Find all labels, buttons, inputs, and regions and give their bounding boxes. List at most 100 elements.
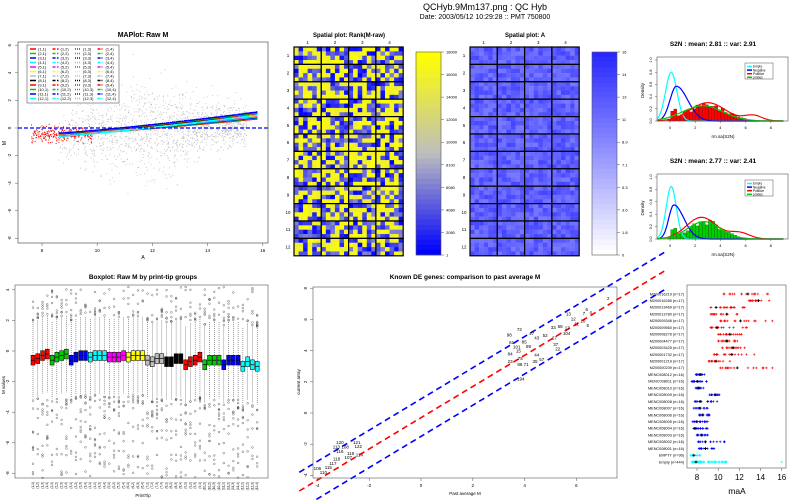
spatial-cell: [551, 181, 557, 187]
spatial-cell: [353, 147, 358, 152]
outlier-point: [84, 409, 87, 412]
ma-point: [219, 133, 220, 135]
spatial-cell: [325, 207, 331, 213]
legend-label: (5,1): [38, 65, 47, 70]
spatial-cell: [529, 68, 534, 74]
ma-point: [129, 138, 131, 140]
ma-point: [144, 93, 146, 95]
ma-point: [103, 122, 105, 123]
spatial-cell: [547, 216, 553, 222]
ma-point: [193, 116, 194, 118]
colorbar-segment: [416, 199, 441, 205]
spatial-cell: [501, 251, 507, 256]
y-tick-label: 0.4: [649, 212, 653, 217]
spatial-cell: [357, 207, 363, 213]
ma-point: [159, 162, 161, 164]
spatial-cell: [520, 177, 525, 183]
spatial-cell: [294, 68, 299, 74]
ma-point: [139, 102, 140, 104]
spatial-cell: [561, 64, 566, 69]
spatial-cell: [362, 120, 367, 126]
spatial-cell: [542, 212, 548, 217]
outlier-point: [41, 410, 44, 413]
ma-point: [78, 129, 80, 131]
ma-point: [168, 146, 170, 148]
spatial-cell: [380, 73, 386, 78]
spatial-cell: [371, 199, 377, 204]
spatial-cell: [533, 142, 539, 148]
spatial-cell: [307, 181, 313, 187]
spatial-cell: [321, 51, 327, 56]
ma-point: [135, 130, 137, 131]
spatial-cell: [294, 151, 299, 156]
ma-point-low-a: [54, 135, 56, 137]
spatial-cell: [565, 64, 571, 69]
spatial-cell: [339, 134, 345, 139]
ma-point: [246, 124, 247, 126]
spatial-cell: [565, 142, 571, 148]
spatial-cell: [362, 234, 367, 239]
spatial-cell: [398, 207, 404, 213]
ma-point-low-a: [36, 137, 38, 139]
spatial-cell: [533, 94, 539, 100]
ma-point: [219, 128, 221, 130]
ma-point: [76, 135, 78, 137]
ma-point: [143, 112, 145, 114]
spatial-cell: [344, 168, 349, 174]
ma-point: [90, 140, 92, 142]
spatial-cell: [524, 112, 530, 117]
ma-point: [119, 121, 121, 123]
outlier-point: [65, 303, 68, 306]
spatial-cell: [357, 216, 363, 222]
spatial-cell: [321, 164, 327, 169]
spatial-cell: [538, 247, 543, 252]
ma-point: [87, 140, 89, 142]
ma-point: [193, 134, 195, 136]
spatial-cell: [353, 112, 358, 117]
spatial-cell: [321, 142, 327, 148]
spatial-cell: [316, 116, 322, 122]
spatial-cell: [389, 207, 395, 213]
outlier-point: [36, 313, 39, 316]
outlier-point: [103, 306, 106, 309]
spatial-cell: [394, 155, 399, 161]
spatial-cell: [565, 207, 571, 213]
spatial-cell: [524, 81, 530, 87]
ma-point: [118, 121, 120, 122]
ma-point-low-a: [31, 142, 33, 144]
spatial-cell: [312, 199, 317, 204]
spatial-cell: [344, 199, 349, 204]
spatial-cell: [561, 225, 566, 230]
spatial-cell: [353, 251, 358, 256]
outlier-point: [51, 420, 54, 423]
ma-point: [105, 133, 107, 135]
spatial-cell: [362, 238, 367, 243]
spatial-cell: [307, 112, 313, 117]
ma-point: [231, 107, 232, 109]
spatial-cell: [492, 86, 498, 91]
spatial-cell: [538, 151, 543, 156]
spatial-cell: [492, 107, 498, 113]
ma-point: [116, 141, 118, 143]
ma-point: [78, 148, 80, 150]
ma-point: [160, 72, 162, 74]
spatial-cell: [325, 94, 331, 100]
spatial-cell: [515, 129, 521, 135]
spatial-cell: [366, 120, 372, 126]
spatial-cell: [470, 60, 475, 65]
spatial-cell: [394, 94, 399, 100]
spatial-cell: [479, 77, 484, 82]
spatial-cell: [348, 155, 354, 161]
ma-point: [133, 132, 135, 133]
ma-point-low-a: [60, 131, 62, 133]
ma-point: [232, 106, 234, 108]
legend-label: (3,1): [38, 56, 47, 61]
spatial-cell: [303, 194, 308, 200]
spatial-cell: [574, 247, 580, 252]
colorbar-segment: [416, 62, 441, 68]
ma-point: [146, 116, 148, 117]
ma-point-low-a: [54, 134, 56, 136]
spatial-cell: [353, 181, 358, 187]
ma-point: [60, 152, 62, 153]
spatial-cell: [398, 216, 404, 222]
